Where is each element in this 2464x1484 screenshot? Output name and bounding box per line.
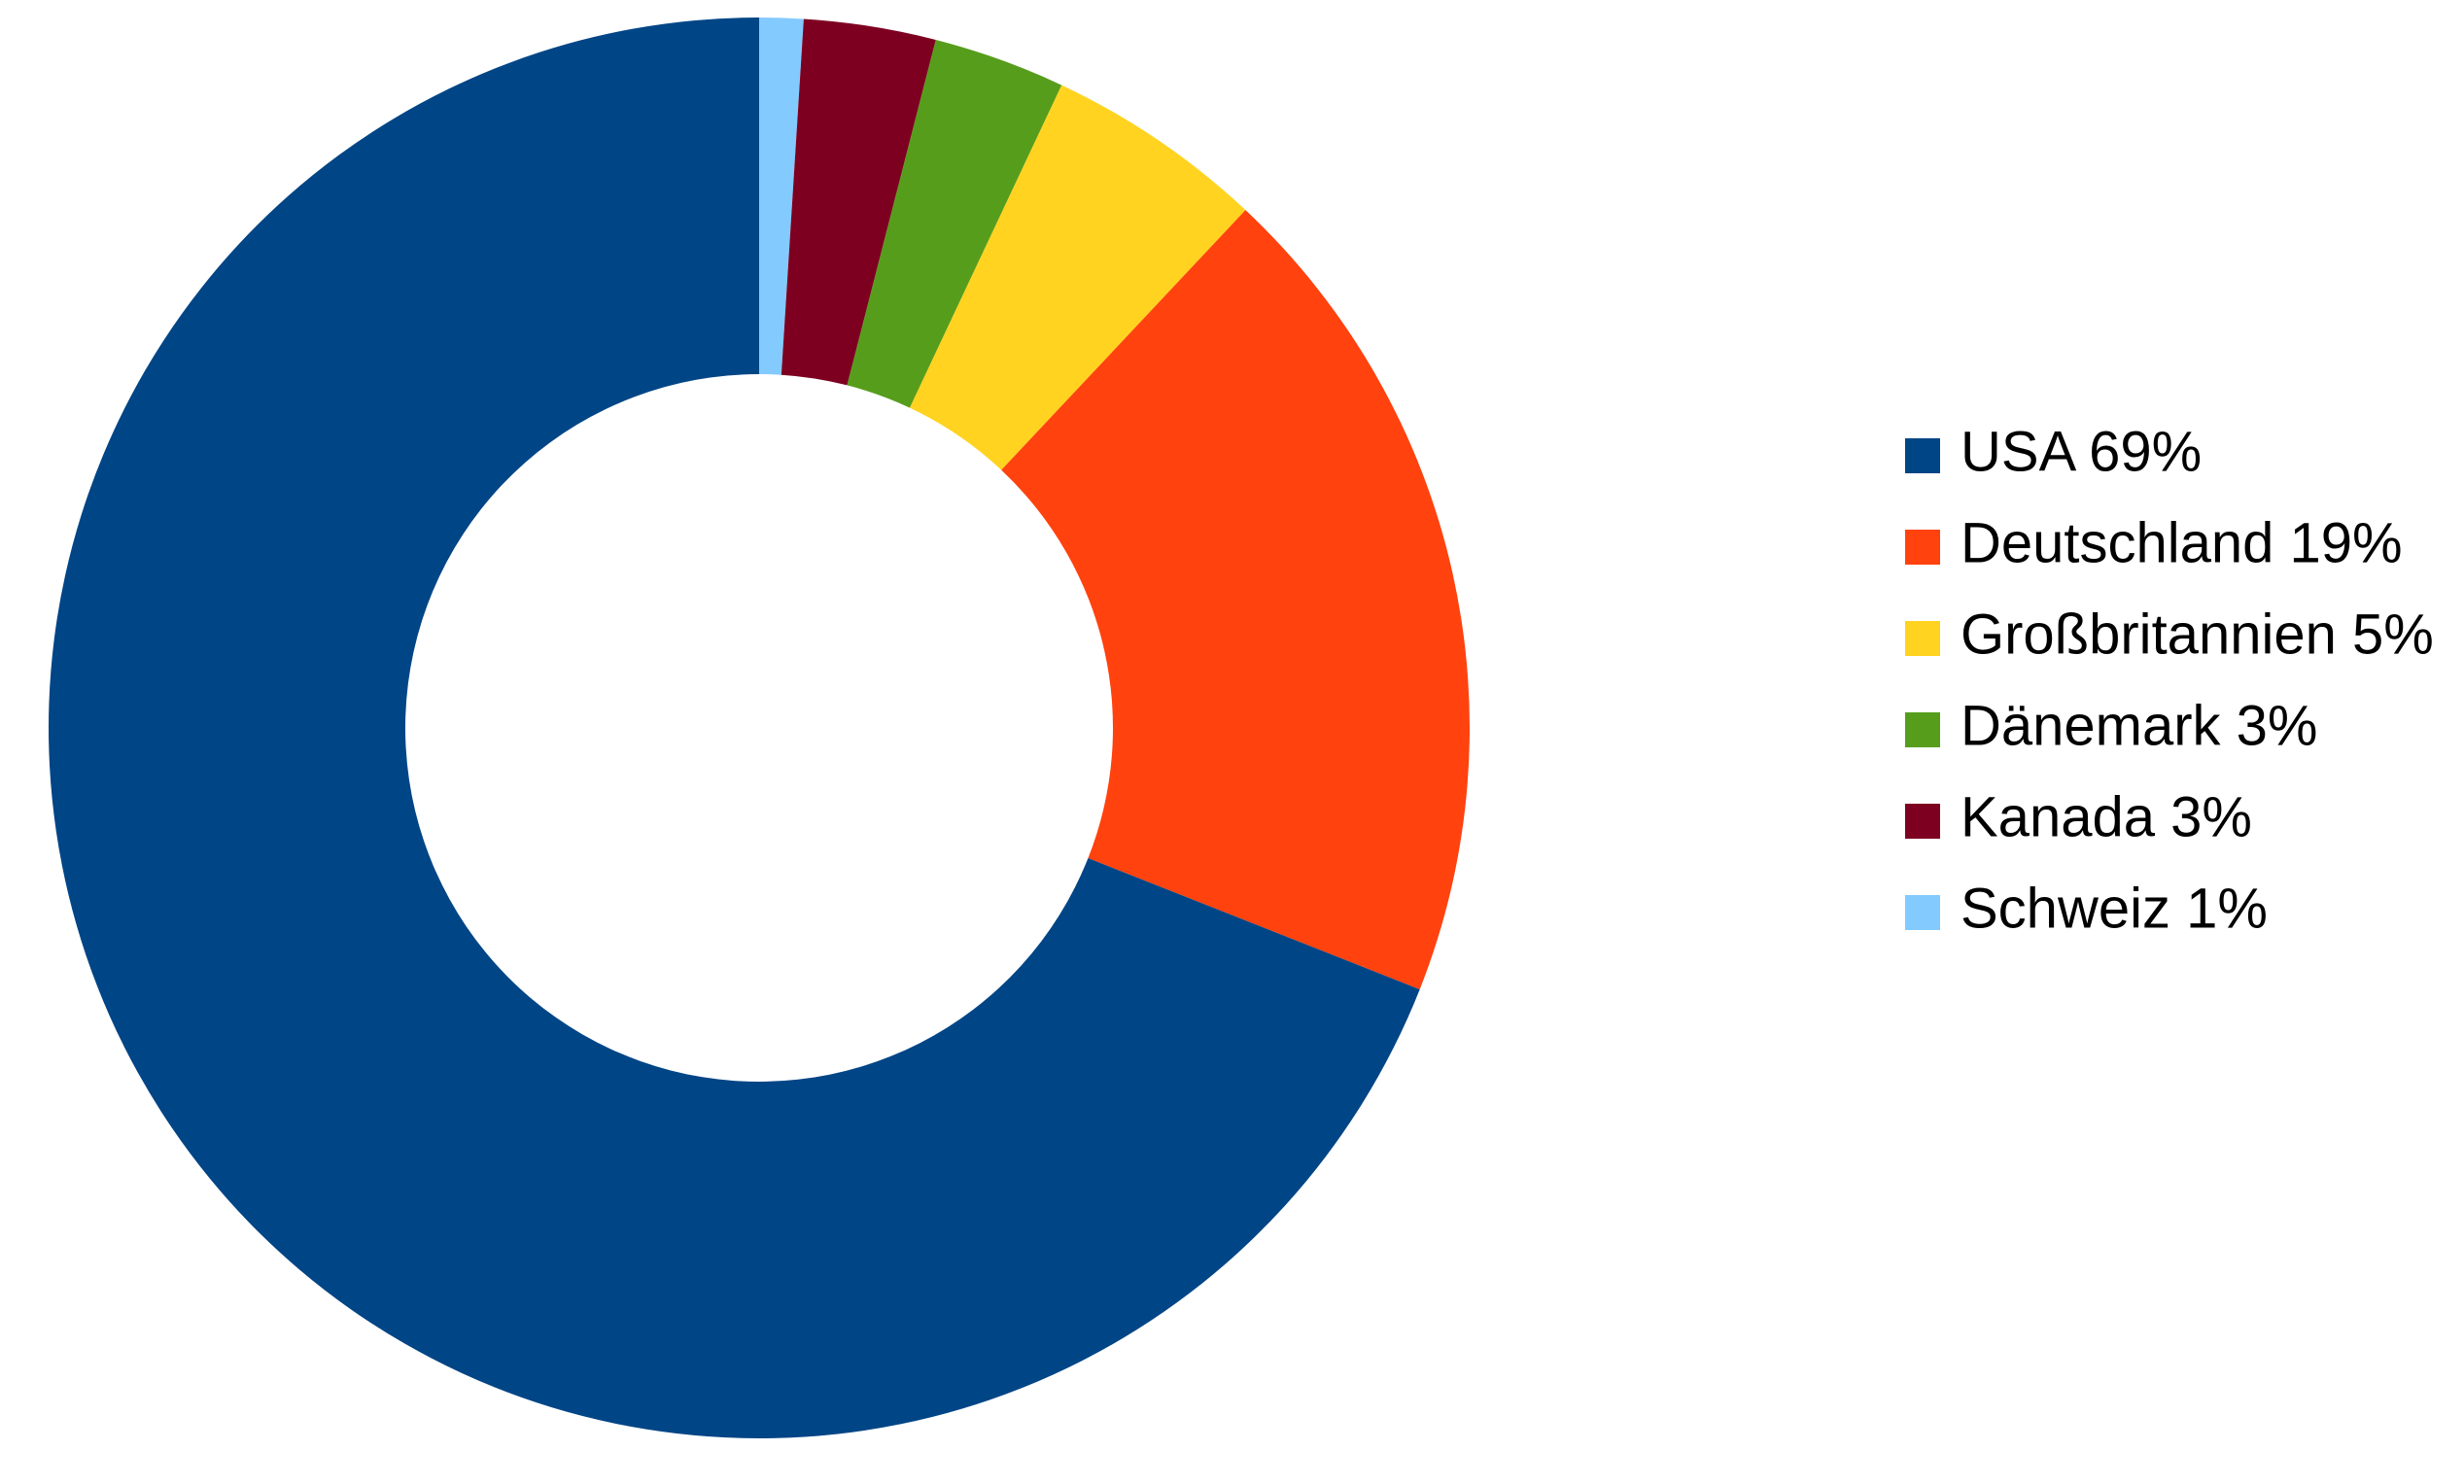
slice bbox=[1001, 210, 1471, 990]
legend-swatch bbox=[1905, 895, 1940, 930]
slice bbox=[847, 39, 1062, 408]
legend-label: Kanada 3% bbox=[1961, 785, 2252, 848]
legend-swatch bbox=[1905, 804, 1940, 839]
legend-label: Großbritannien 5% bbox=[1961, 603, 2434, 666]
legend-label: Deutschland 19% bbox=[1961, 511, 2403, 574]
legend-label: Dänemark 3% bbox=[1961, 694, 2317, 757]
legend-swatch bbox=[1905, 438, 1940, 473]
legend-label: Schweiz 1% bbox=[1961, 877, 2268, 940]
slice bbox=[759, 17, 804, 375]
slice bbox=[781, 18, 936, 386]
legend-swatch bbox=[1905, 530, 1940, 565]
slice bbox=[909, 85, 1246, 470]
legend-swatch bbox=[1905, 621, 1940, 656]
legend-swatch bbox=[1905, 712, 1940, 747]
slice bbox=[49, 17, 1420, 1438]
legend-label: USA 69% bbox=[1961, 420, 2202, 483]
